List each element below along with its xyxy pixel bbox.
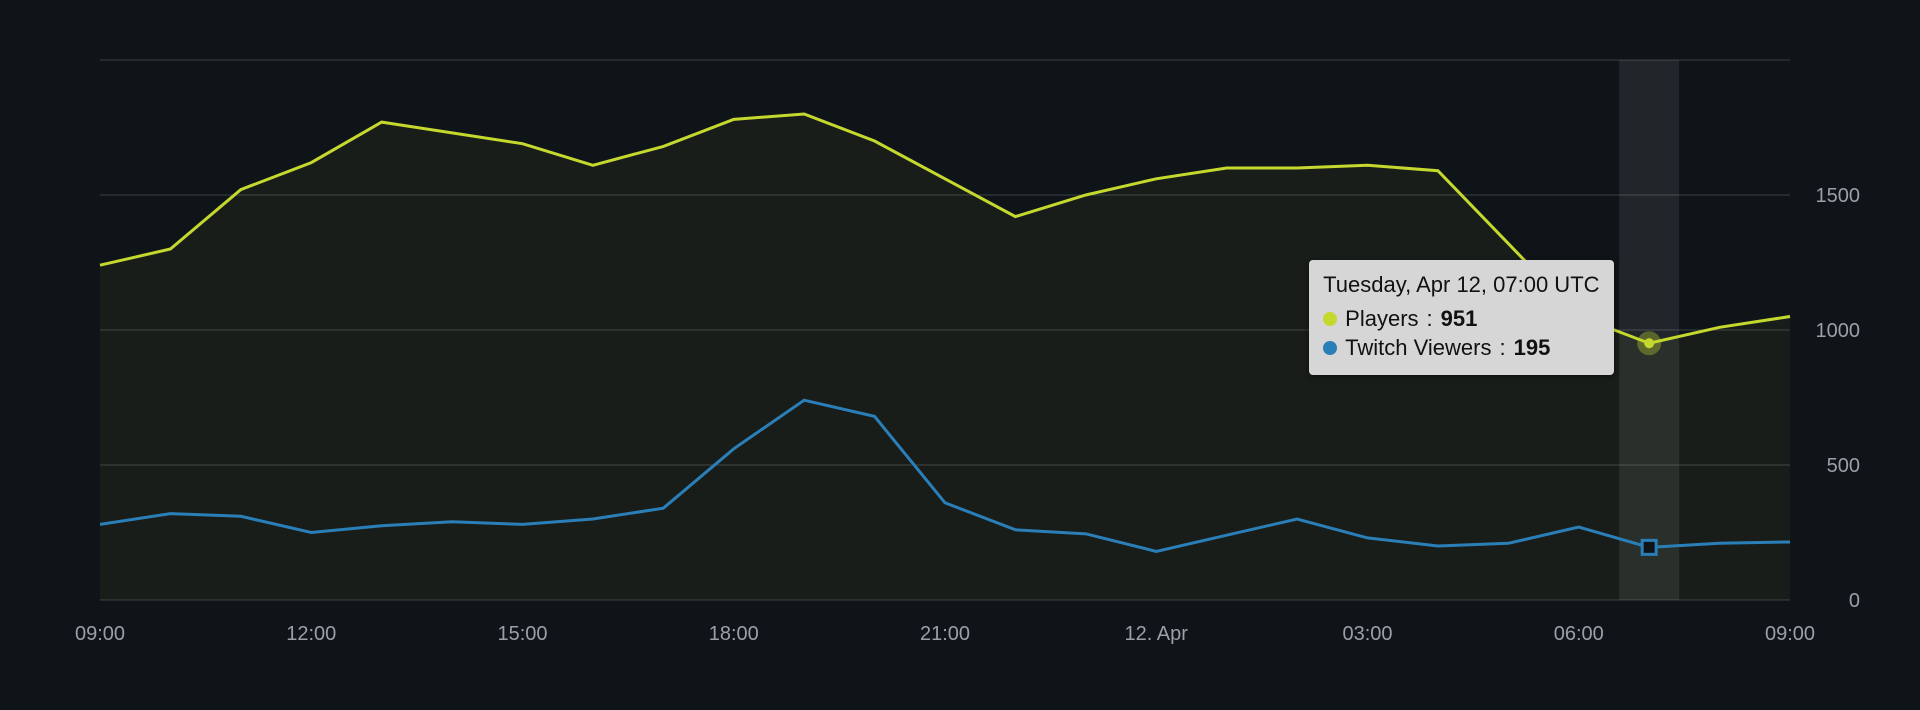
svg-text:1000: 1000 bbox=[1816, 320, 1861, 342]
players-color-dot-icon bbox=[1323, 312, 1337, 326]
svg-text:21:00: 21:00 bbox=[920, 623, 970, 645]
svg-text:500: 500 bbox=[1827, 455, 1860, 477]
tooltip-twitch-value: 195 bbox=[1514, 333, 1551, 363]
tooltip-timestamp: Tuesday, Apr 12, 07:00 UTC bbox=[1323, 270, 1599, 300]
svg-text:06:00: 06:00 bbox=[1554, 623, 1604, 645]
chart-tooltip: Tuesday, Apr 12, 07:00 UTC Players: 951 … bbox=[1309, 260, 1613, 375]
svg-text:12. Apr: 12. Apr bbox=[1125, 623, 1189, 645]
tooltip-row-twitch: Twitch Viewers: 195 bbox=[1323, 333, 1599, 363]
tooltip-twitch-label: Twitch Viewers bbox=[1345, 333, 1491, 363]
analytics-line-chart[interactable]: 0 500 1000 1500 09:00 12:00 15:00 18:00 21:00 12.… bbox=[0, 0, 1920, 710]
tooltip-players-value: 951 bbox=[1441, 304, 1478, 334]
svg-text:09:00: 09:00 bbox=[1765, 623, 1815, 645]
svg-text:09:00: 09:00 bbox=[75, 623, 125, 645]
svg-text:1500: 1500 bbox=[1816, 185, 1861, 207]
twitch-color-dot-icon bbox=[1323, 341, 1337, 355]
svg-text:12:00: 12:00 bbox=[286, 623, 336, 645]
svg-text:0: 0 bbox=[1849, 590, 1860, 612]
tooltip-row-players: Players: 951 bbox=[1323, 304, 1599, 334]
svg-text:03:00: 03:00 bbox=[1342, 623, 1392, 645]
svg-text:15:00: 15:00 bbox=[497, 623, 547, 645]
tooltip-players-label: Players bbox=[1345, 304, 1418, 334]
chart-container: 0 500 1000 1500 09:00 12:00 15:00 18:00 21:00 12.… bbox=[0, 0, 1920, 710]
svg-text:18:00: 18:00 bbox=[709, 623, 759, 645]
